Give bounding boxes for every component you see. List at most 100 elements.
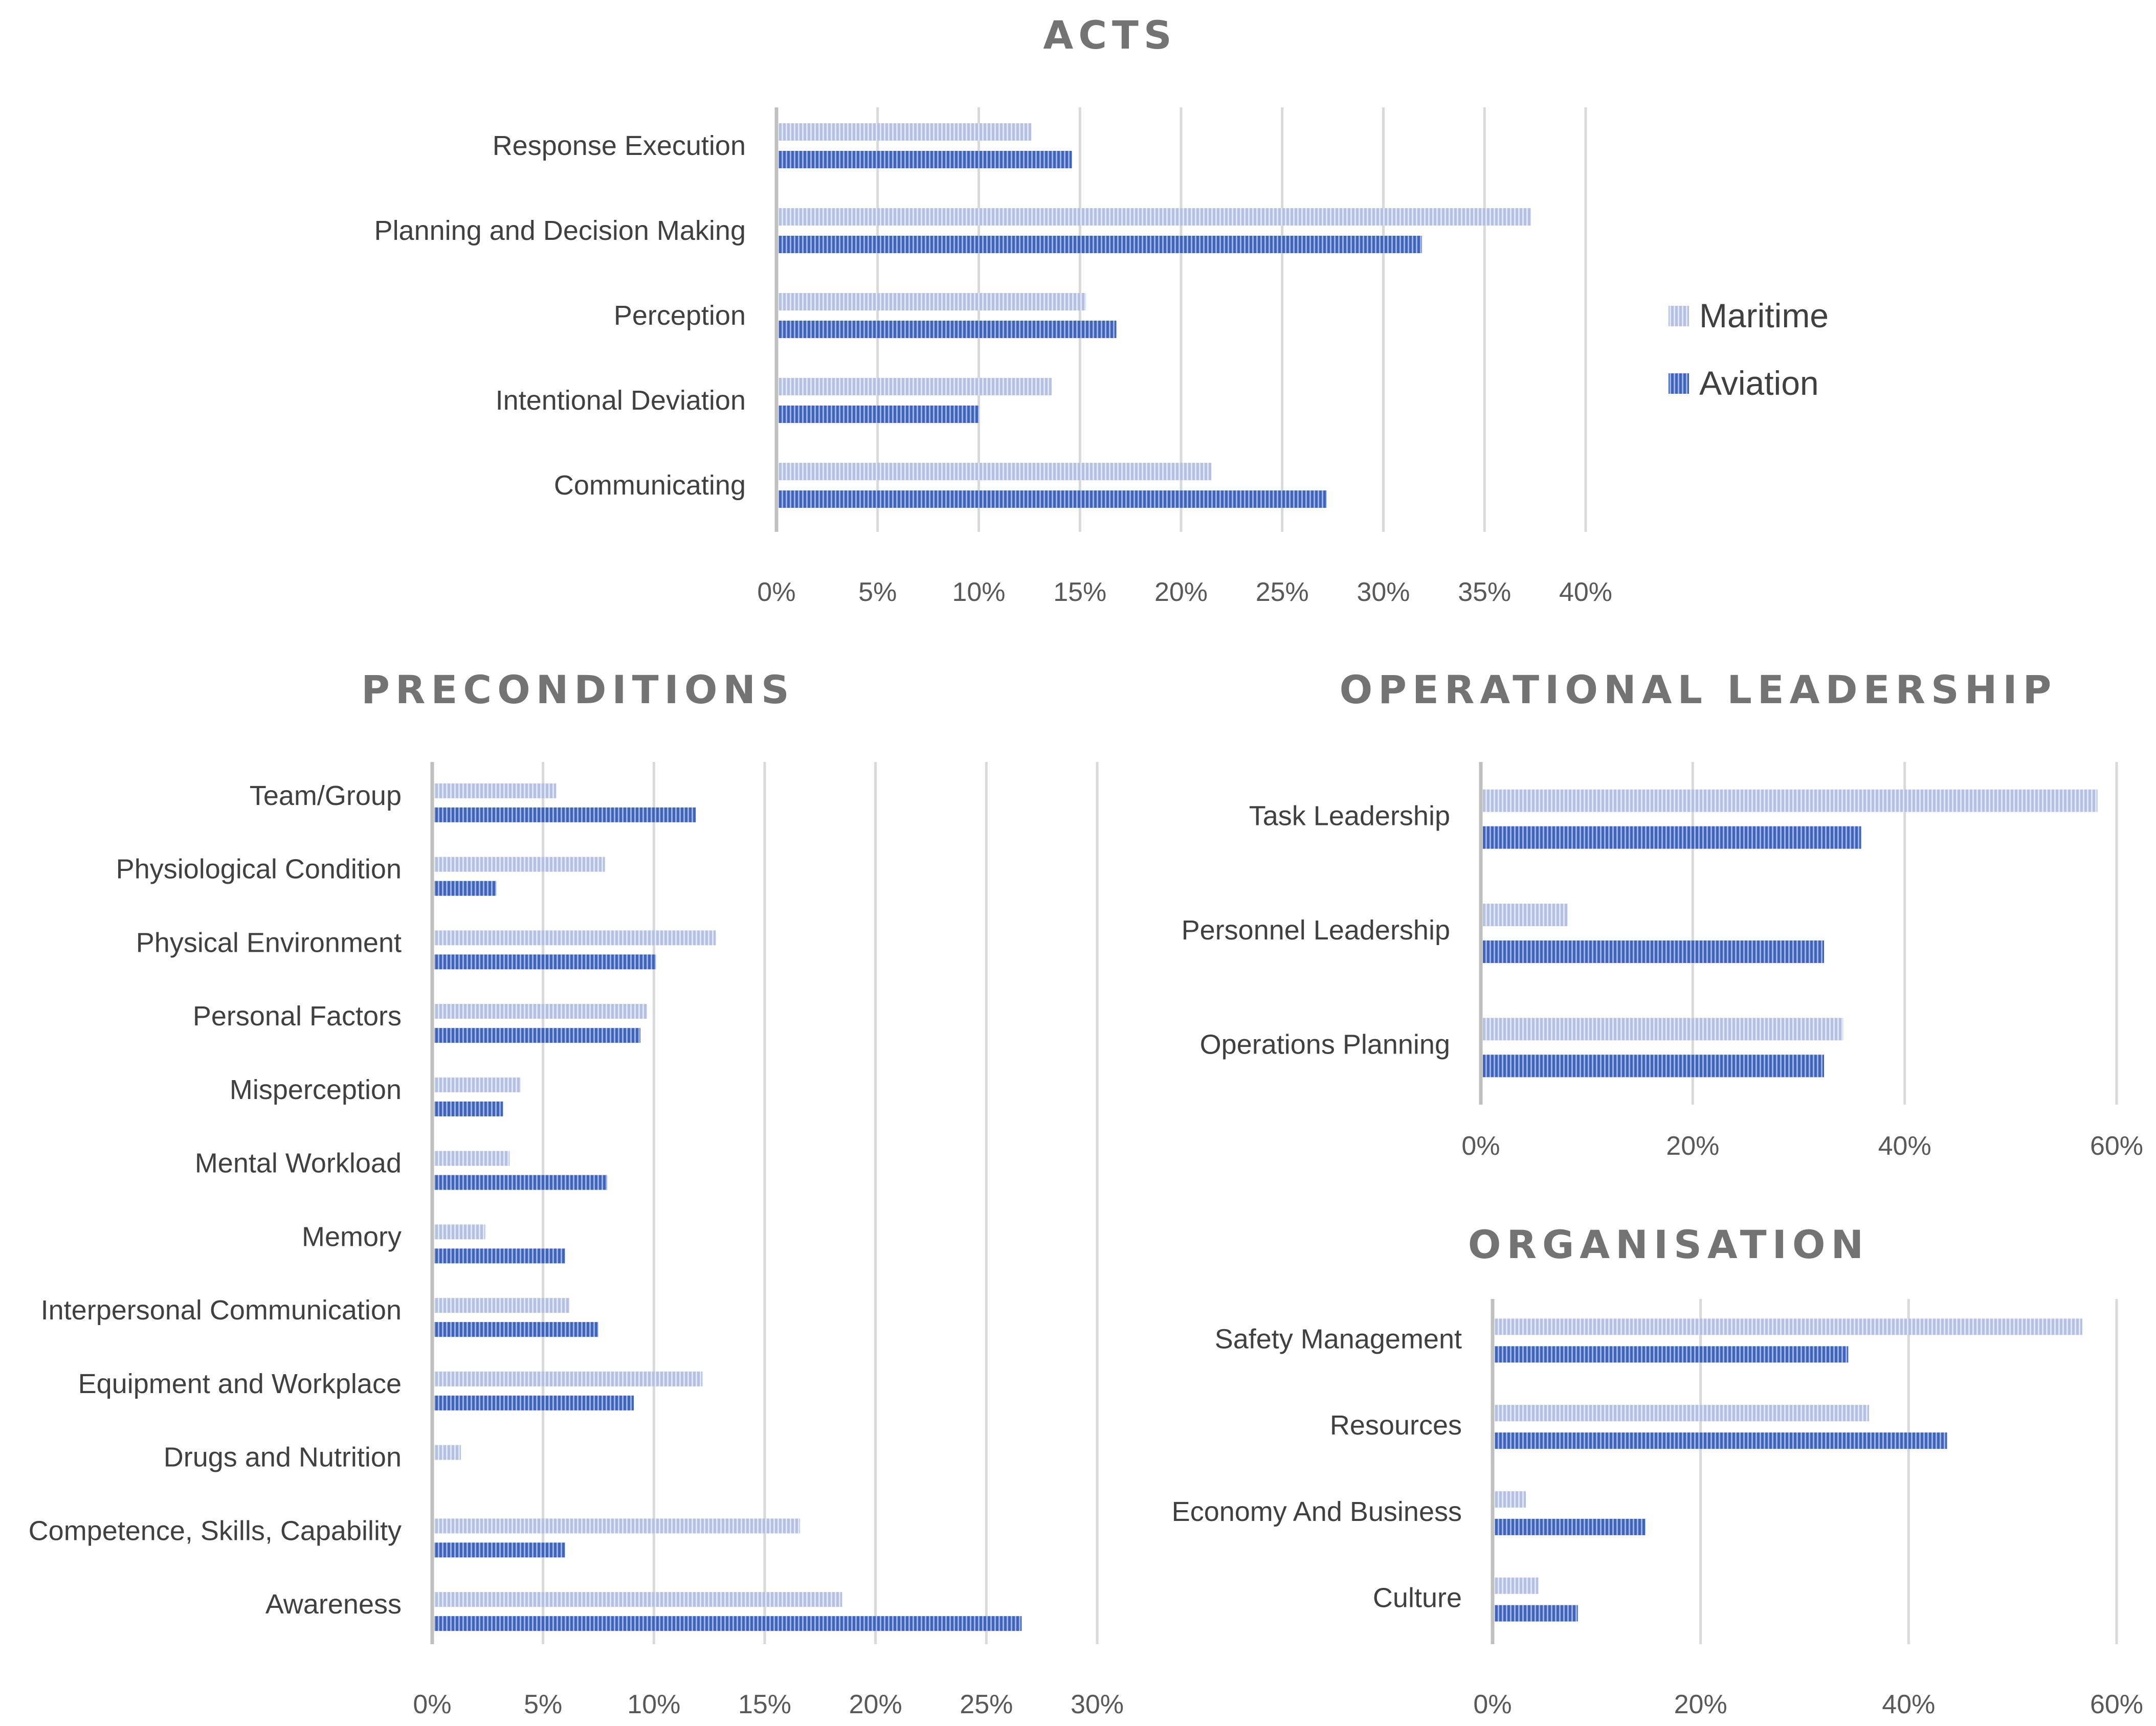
bar-maritime [434, 1371, 703, 1386]
x-tick-label: 10% [952, 577, 1005, 607]
category-label: Resources [1330, 1410, 1462, 1441]
bar-maritime [434, 1518, 800, 1534]
category-label: Safety Management [1215, 1324, 1462, 1354]
bar-maritime [434, 857, 605, 872]
x-tick-label: 30% [1357, 577, 1410, 607]
category-label: Operations Planning [1200, 1029, 1450, 1060]
bar-aviation [1495, 1346, 1849, 1363]
bar-aviation [779, 406, 979, 423]
x-tick-label: 5% [524, 1690, 562, 1719]
chart-acts: ACTS 0% 5% 10% 15% 20% 25% 30% 35% 40% Response Ex… [374, 12, 1612, 607]
bar-aviation [434, 1395, 634, 1410]
bar-aviation [434, 954, 656, 970]
category-label: Physiological Condition [116, 854, 402, 885]
bar-aviation [1495, 1518, 1646, 1535]
category-label: Memory [302, 1221, 402, 1252]
bar-aviation [434, 1175, 607, 1190]
x-tick-label: 20% [1666, 1131, 1719, 1161]
category-label: Physical Environment [136, 927, 402, 958]
chart-operational-leadership: OPERATIONAL LEADERSHIP 0% 20% 40% 60% Task Le… [1182, 667, 2143, 1161]
x-tick-label: 5% [858, 577, 897, 607]
x-tick-label: 10% [627, 1690, 680, 1719]
bar-aviation [434, 881, 497, 896]
bar-aviation [434, 1616, 1022, 1631]
legend-label-aviation: Aviation [1699, 364, 1819, 402]
bar-aviation [1495, 1605, 1578, 1622]
bar-aviation [434, 1542, 565, 1558]
bar-maritime [434, 783, 557, 798]
bar-maritime [1495, 1318, 2082, 1335]
legend-swatch-maritime [1669, 306, 1689, 326]
category-label: Team/Group [250, 780, 402, 811]
bar-maritime [779, 123, 1032, 141]
category-label: Communicating [554, 470, 746, 501]
x-tick-label: 0% [1461, 1131, 1500, 1161]
chart-organisation: ORGANISATION 0% 20% 40% 60% Safety Management… [1172, 1222, 2143, 1719]
bar-maritime [434, 1004, 647, 1019]
category-label: Misperception [230, 1074, 402, 1105]
x-tick-label: 40% [1882, 1690, 1935, 1719]
category-label: Planning and Decision Making [374, 215, 746, 246]
bar-maritime [1483, 1018, 1843, 1041]
bar-aviation [434, 1322, 598, 1337]
bar-maritime [434, 1298, 570, 1313]
bar-maritime [434, 930, 716, 946]
bar-maritime [779, 208, 1531, 226]
bar-aviation [1483, 940, 1825, 963]
chart-title: ORGANISATION [1468, 1222, 1869, 1267]
x-tick-label: 30% [1071, 1690, 1124, 1719]
category-label: Personal Factors [193, 1001, 402, 1032]
x-tick-label: 40% [1878, 1131, 1931, 1161]
chart-title: PRECONDITIONS [361, 667, 795, 712]
bar-aviation [1483, 826, 1861, 849]
legend: Maritime Aviation [1669, 297, 1829, 402]
bar-maritime [434, 1151, 510, 1166]
category-label: Task Leadership [1249, 801, 1450, 832]
x-tick-label: 25% [1256, 577, 1309, 607]
category-label: Personnel Leadership [1182, 915, 1450, 946]
bar-aviation [434, 1101, 503, 1116]
bar-aviation [779, 321, 1117, 338]
x-tick-label: 0% [1473, 1690, 1512, 1719]
category-label: Competence, Skills, Capability [29, 1515, 402, 1546]
chart-title: OPERATIONAL LEADERSHIP [1340, 667, 2057, 712]
x-tick-label: 40% [1559, 577, 1612, 607]
category-label: Drugs and Nutrition [164, 1442, 402, 1473]
x-tick-label: 35% [1458, 577, 1511, 607]
bar-maritime [1483, 789, 2098, 812]
x-tick-label: 20% [1154, 577, 1208, 607]
x-tick-label: 60% [2090, 1131, 2143, 1161]
bar-maritime [779, 378, 1052, 395]
category-label: Intentional Deviation [496, 385, 746, 416]
chart-title: ACTS [1043, 12, 1176, 58]
chart-preconditions: PRECONDITIONS 0% 5% 10% 15% 20% 25% 30% Team/Gro… [29, 667, 1124, 1719]
category-label: Response Execution [493, 130, 746, 161]
bar-maritime [1495, 1577, 1539, 1594]
bar-maritime [779, 293, 1086, 310]
x-tick-label: 0% [413, 1690, 451, 1719]
category-label: Perception [614, 300, 746, 331]
category-label: Economy And Business [1172, 1496, 1462, 1527]
x-tick-label: 25% [960, 1690, 1013, 1719]
legend-label-maritime: Maritime [1699, 297, 1829, 334]
bar-maritime [434, 1445, 461, 1460]
bar-maritime [434, 1077, 521, 1092]
bar-aviation [434, 807, 696, 822]
category-label: Culture [1373, 1583, 1462, 1613]
x-tick-label: 0% [757, 577, 795, 607]
bar-maritime [1495, 1491, 1526, 1508]
bar-maritime [434, 1224, 485, 1240]
legend-swatch-aviation [1669, 373, 1689, 394]
category-label: Equipment and Workplace [78, 1369, 402, 1399]
bar-aviation [779, 151, 1072, 168]
category-label: Interpersonal Communication [41, 1295, 402, 1326]
bar-aviation [779, 236, 1422, 253]
x-tick-label: 15% [738, 1690, 791, 1719]
category-label: Mental Workload [195, 1148, 402, 1179]
category-label: Awareness [265, 1589, 402, 1620]
bar-aviation [434, 1028, 640, 1043]
bar-aviation [779, 490, 1327, 508]
bar-maritime [779, 463, 1212, 480]
x-tick-label: 20% [1674, 1690, 1727, 1719]
